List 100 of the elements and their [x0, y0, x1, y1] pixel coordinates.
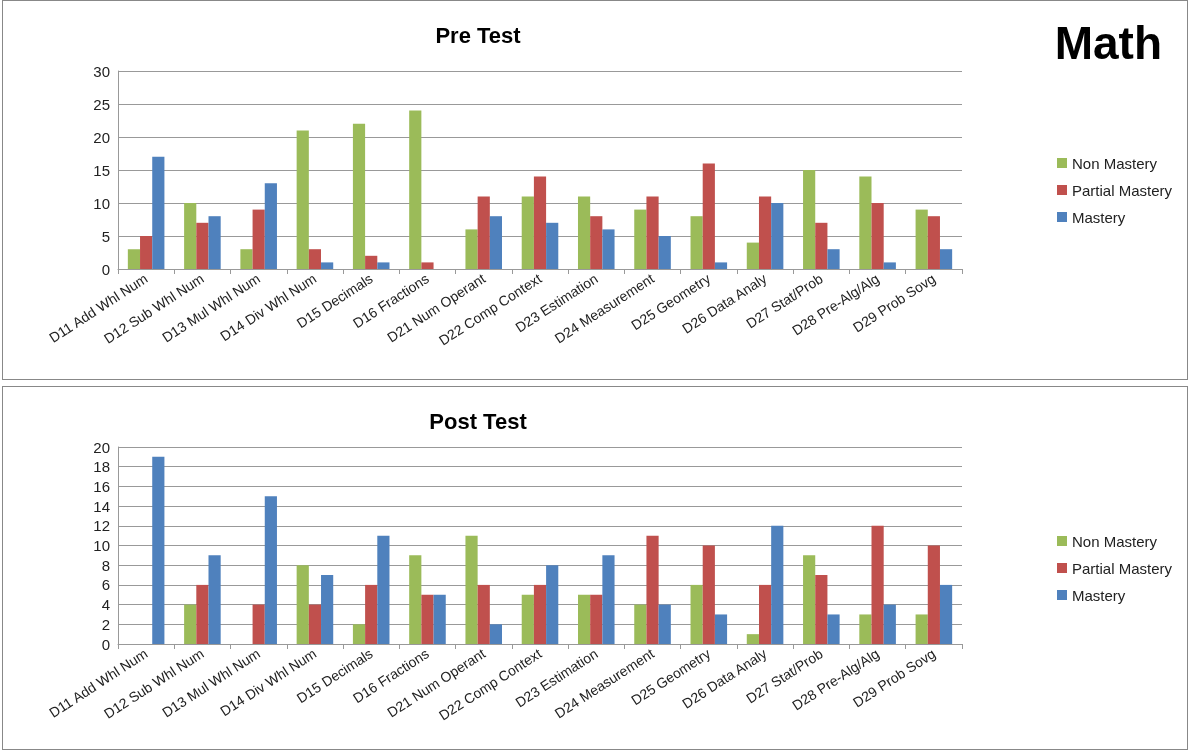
bar [690, 216, 703, 269]
bar [252, 604, 265, 644]
y-tick-label: 0 [101, 260, 110, 278]
bar [296, 130, 309, 269]
bar [465, 535, 478, 644]
bar [208, 555, 221, 644]
bar [152, 456, 165, 644]
legend-label: Partial Mastery [1071, 559, 1173, 577]
bar [184, 203, 197, 269]
bar [365, 584, 378, 644]
bar [915, 209, 928, 269]
bar [827, 249, 840, 269]
bar [746, 634, 759, 644]
bar [883, 604, 896, 644]
bar [264, 183, 277, 269]
bar [152, 156, 165, 269]
bar [208, 216, 221, 269]
y-tick-label: 30 [93, 62, 110, 80]
bar [690, 584, 703, 644]
bar [533, 176, 547, 269]
y-tick-label: 25 [93, 95, 110, 113]
bar [714, 614, 728, 644]
bar [308, 249, 322, 269]
bar [409, 110, 422, 269]
bar [489, 624, 503, 644]
bar [127, 249, 141, 269]
y-tick-label: 8 [101, 556, 110, 574]
bar [758, 584, 772, 644]
text: Math [1054, 17, 1163, 69]
bar [590, 216, 603, 269]
bar [240, 249, 253, 269]
y-tick-label: 14 [93, 497, 110, 515]
bar [577, 594, 591, 644]
bar [871, 203, 884, 269]
y-tick-label: 12 [93, 517, 110, 535]
y-tick-label: 16 [93, 477, 110, 495]
bar [634, 209, 647, 269]
bar [827, 614, 840, 644]
bar [883, 262, 896, 269]
legend-label: Non Mastery [1071, 532, 1158, 550]
bar [815, 222, 828, 269]
bar [702, 545, 715, 644]
bar [477, 196, 490, 269]
y-tick-label: 20 [93, 438, 110, 456]
y-tick-label: 15 [93, 161, 110, 179]
legend-label: Mastery [1071, 586, 1126, 604]
bar [321, 575, 334, 644]
bar [521, 196, 534, 269]
y-tick-label: 18 [93, 458, 110, 476]
y-tick-label: 2 [101, 615, 110, 633]
bar [803, 555, 816, 644]
bar [939, 249, 953, 269]
bar [702, 163, 715, 269]
bar [533, 584, 547, 644]
y-tick-label: 20 [93, 128, 110, 146]
bar [746, 242, 759, 269]
bar [477, 584, 490, 644]
bar [546, 565, 559, 644]
bar [184, 604, 197, 644]
chart-title: Post Test [429, 408, 528, 434]
legend-label: Partial Mastery [1071, 181, 1173, 199]
bar [859, 614, 872, 644]
bar [409, 555, 422, 644]
bar [634, 604, 647, 644]
bar [352, 123, 366, 269]
bar [365, 255, 378, 269]
bar [771, 203, 784, 269]
bar [421, 594, 434, 644]
bar [140, 236, 153, 269]
bar [546, 222, 559, 269]
y-tick-label: 0 [101, 635, 110, 653]
bar [377, 535, 390, 644]
legend-label: Mastery [1071, 208, 1126, 226]
bar [421, 262, 434, 269]
bar [252, 209, 265, 269]
bar [658, 236, 671, 269]
bar [646, 535, 659, 644]
bar [264, 496, 277, 644]
bar [927, 216, 940, 269]
bar [803, 170, 816, 269]
chart-title: Pre Test [435, 22, 522, 48]
bar [465, 229, 478, 269]
bar [321, 262, 334, 269]
bar [939, 584, 953, 644]
bar [521, 594, 534, 644]
bar [352, 624, 366, 644]
bar [815, 575, 828, 644]
bar [433, 594, 446, 644]
y-tick-label: 6 [101, 576, 110, 594]
bar [927, 545, 940, 644]
bar [646, 196, 659, 269]
bar [196, 584, 209, 644]
y-tick-label: 10 [93, 194, 110, 212]
bar [771, 525, 784, 644]
bar [714, 262, 728, 269]
bar [590, 594, 603, 644]
bar [489, 216, 503, 269]
bar [577, 196, 591, 269]
bar [859, 176, 872, 269]
legend-label: Non Mastery [1071, 154, 1158, 172]
